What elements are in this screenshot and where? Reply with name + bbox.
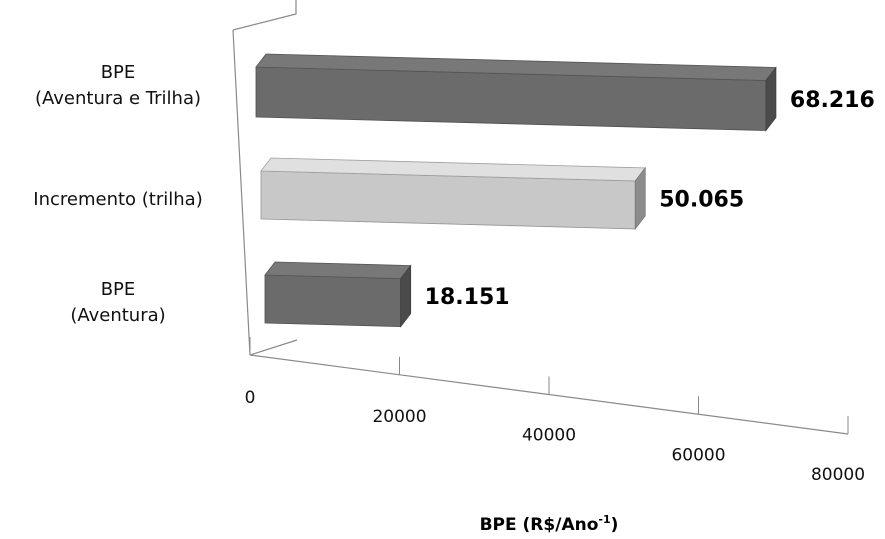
bar-end-face bbox=[400, 264, 412, 328]
data-label: 50.065 bbox=[659, 187, 744, 212]
data-label: 18.151 bbox=[425, 285, 510, 310]
back-wall-edge bbox=[232, 29, 251, 356]
chart-axes: 0 20000 40000 60000 80000 bbox=[232, 0, 865, 485]
category-label: Incremento (trilha) bbox=[33, 189, 202, 210]
x-tick-label: 40000 bbox=[522, 426, 576, 446]
chart-bars bbox=[255, 53, 777, 328]
category-label: BPE (Aventura) bbox=[70, 279, 165, 326]
bar-end-face bbox=[634, 166, 646, 231]
x-tick-label: 80000 bbox=[811, 465, 865, 485]
x-axis-title: BPE (R$/Ano-1) bbox=[480, 513, 619, 535]
bar-end-face bbox=[765, 66, 777, 132]
back-wall-top bbox=[232, 0, 297, 31]
x-tick-label: 20000 bbox=[372, 407, 426, 427]
category-label: BPE (Aventura e Trilha) bbox=[35, 62, 201, 109]
bar bbox=[264, 274, 402, 328]
data-label: 68.216 bbox=[790, 88, 875, 113]
x-tick-label: 60000 bbox=[671, 445, 725, 465]
floor-depth-edge bbox=[249, 339, 298, 356]
x-tick-label: 0 bbox=[245, 388, 256, 408]
chart-labels: 68.216 50.065 18.151 BPE (Aventura e Trilha)… bbox=[33, 62, 875, 326]
